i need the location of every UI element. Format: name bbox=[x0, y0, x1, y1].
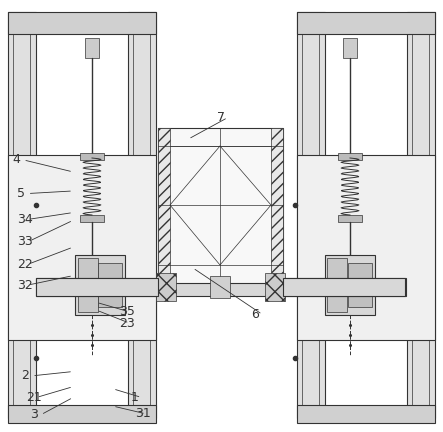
Text: 32: 32 bbox=[17, 279, 33, 292]
Bar bbox=[8, 12, 156, 34]
Bar bbox=[8, 405, 156, 423]
Bar bbox=[156, 273, 176, 301]
Bar bbox=[297, 405, 435, 423]
Text: 23: 23 bbox=[119, 317, 135, 330]
Bar bbox=[348, 263, 372, 307]
Bar bbox=[36, 278, 158, 296]
Bar bbox=[85, 38, 99, 58]
Bar bbox=[341, 278, 349, 286]
Text: 3: 3 bbox=[30, 408, 38, 421]
Text: 2: 2 bbox=[21, 369, 29, 382]
Text: 34: 34 bbox=[17, 213, 33, 226]
Text: 31: 31 bbox=[135, 407, 151, 420]
Bar bbox=[338, 215, 362, 222]
Bar bbox=[407, 12, 435, 418]
Bar bbox=[283, 278, 405, 296]
Bar bbox=[338, 153, 362, 160]
Text: 5: 5 bbox=[17, 187, 25, 200]
Bar bbox=[91, 278, 99, 286]
Text: 7: 7 bbox=[217, 111, 225, 124]
Text: 6: 6 bbox=[252, 308, 260, 321]
Text: 1: 1 bbox=[131, 391, 139, 404]
Bar bbox=[327, 258, 347, 312]
Bar bbox=[80, 153, 104, 160]
Bar bbox=[158, 128, 170, 283]
Bar bbox=[98, 263, 122, 307]
Text: 33: 33 bbox=[17, 235, 33, 248]
Bar bbox=[158, 128, 283, 283]
Bar bbox=[36, 278, 406, 296]
Bar bbox=[297, 155, 435, 340]
Bar bbox=[343, 38, 357, 58]
Bar bbox=[8, 12, 36, 418]
Text: 4: 4 bbox=[12, 153, 20, 166]
Bar bbox=[78, 258, 98, 312]
Bar bbox=[297, 12, 325, 418]
Bar bbox=[75, 255, 125, 315]
Bar bbox=[297, 12, 435, 34]
Text: 35: 35 bbox=[119, 305, 135, 318]
Text: 21: 21 bbox=[26, 391, 42, 404]
Bar bbox=[210, 276, 230, 298]
Bar bbox=[128, 12, 156, 418]
Bar bbox=[271, 128, 283, 283]
Bar bbox=[265, 273, 285, 301]
Bar bbox=[8, 155, 156, 340]
Text: 22: 22 bbox=[17, 258, 33, 271]
Bar bbox=[325, 255, 375, 315]
Bar bbox=[80, 215, 104, 222]
